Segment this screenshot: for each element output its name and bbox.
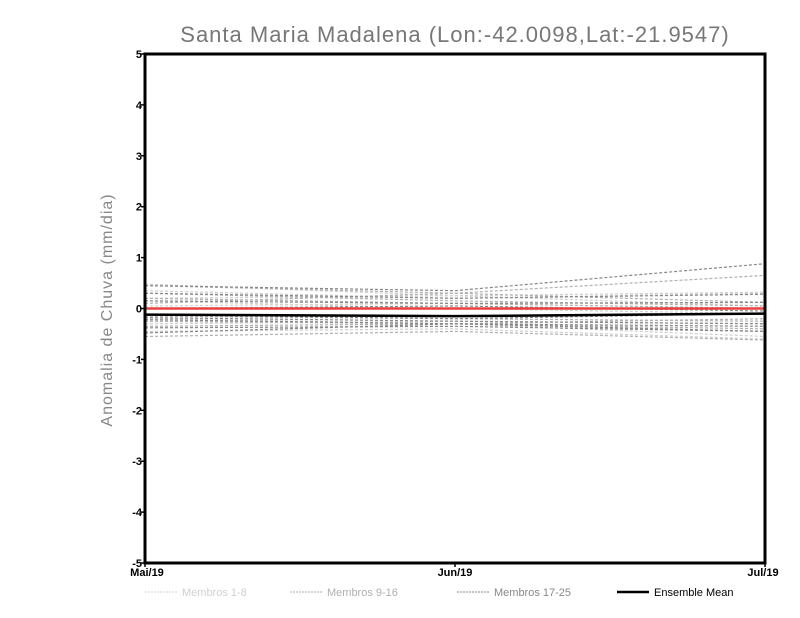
member-line-group-1	[144, 328, 766, 340]
member-line-group-2	[144, 330, 766, 341]
member-line-group-1	[144, 291, 766, 299]
member-line-group-3	[144, 300, 766, 305]
legend-label-group-2: Membros 9-16	[327, 587, 398, 599]
y-tick-label: 2	[136, 202, 142, 214]
y-tick-label: -4	[132, 507, 143, 519]
y-tick-label: 3	[136, 151, 142, 163]
member-line-group-3	[144, 292, 766, 299]
member-line-group-2	[144, 274, 766, 305]
member-line-group-3	[144, 323, 766, 334]
x-tick-label: Mai/19	[130, 567, 164, 579]
chart-title: Santa Maria Madalena (Lon:-42.0098,Lat:-…	[180, 22, 729, 47]
y-axis-label: Anomalia de Chuva (mm/dia)	[99, 193, 116, 426]
y-tick-label: 1	[136, 253, 142, 265]
y-tick-label: 5	[136, 49, 142, 61]
member-line-group-2	[144, 284, 766, 303]
member-line-group-3	[144, 325, 766, 333]
x-tick-label: Jul/19	[747, 567, 778, 579]
y-tick-label: -3	[132, 456, 142, 468]
member-line-group-3	[144, 263, 766, 292]
member-line-group-3	[144, 317, 766, 325]
y-tick-label: 4	[136, 100, 143, 112]
y-tick-label: 0	[136, 304, 142, 316]
y-tick-label: -1	[132, 354, 142, 366]
ensemble-mean-line	[144, 312, 766, 318]
y-tick-label: -5	[132, 558, 142, 570]
y-tick-label: -2	[132, 405, 142, 417]
legend-label-group-1: Membros 1-8	[182, 587, 247, 599]
member-line-group-1	[144, 290, 766, 299]
legend-label-group-3: Membros 17-25	[494, 587, 571, 599]
member-line-group-2	[144, 292, 766, 307]
legend-label-ensemble-mean: Ensemble Mean	[654, 587, 734, 599]
x-tick-label: Jun/19	[438, 567, 473, 579]
